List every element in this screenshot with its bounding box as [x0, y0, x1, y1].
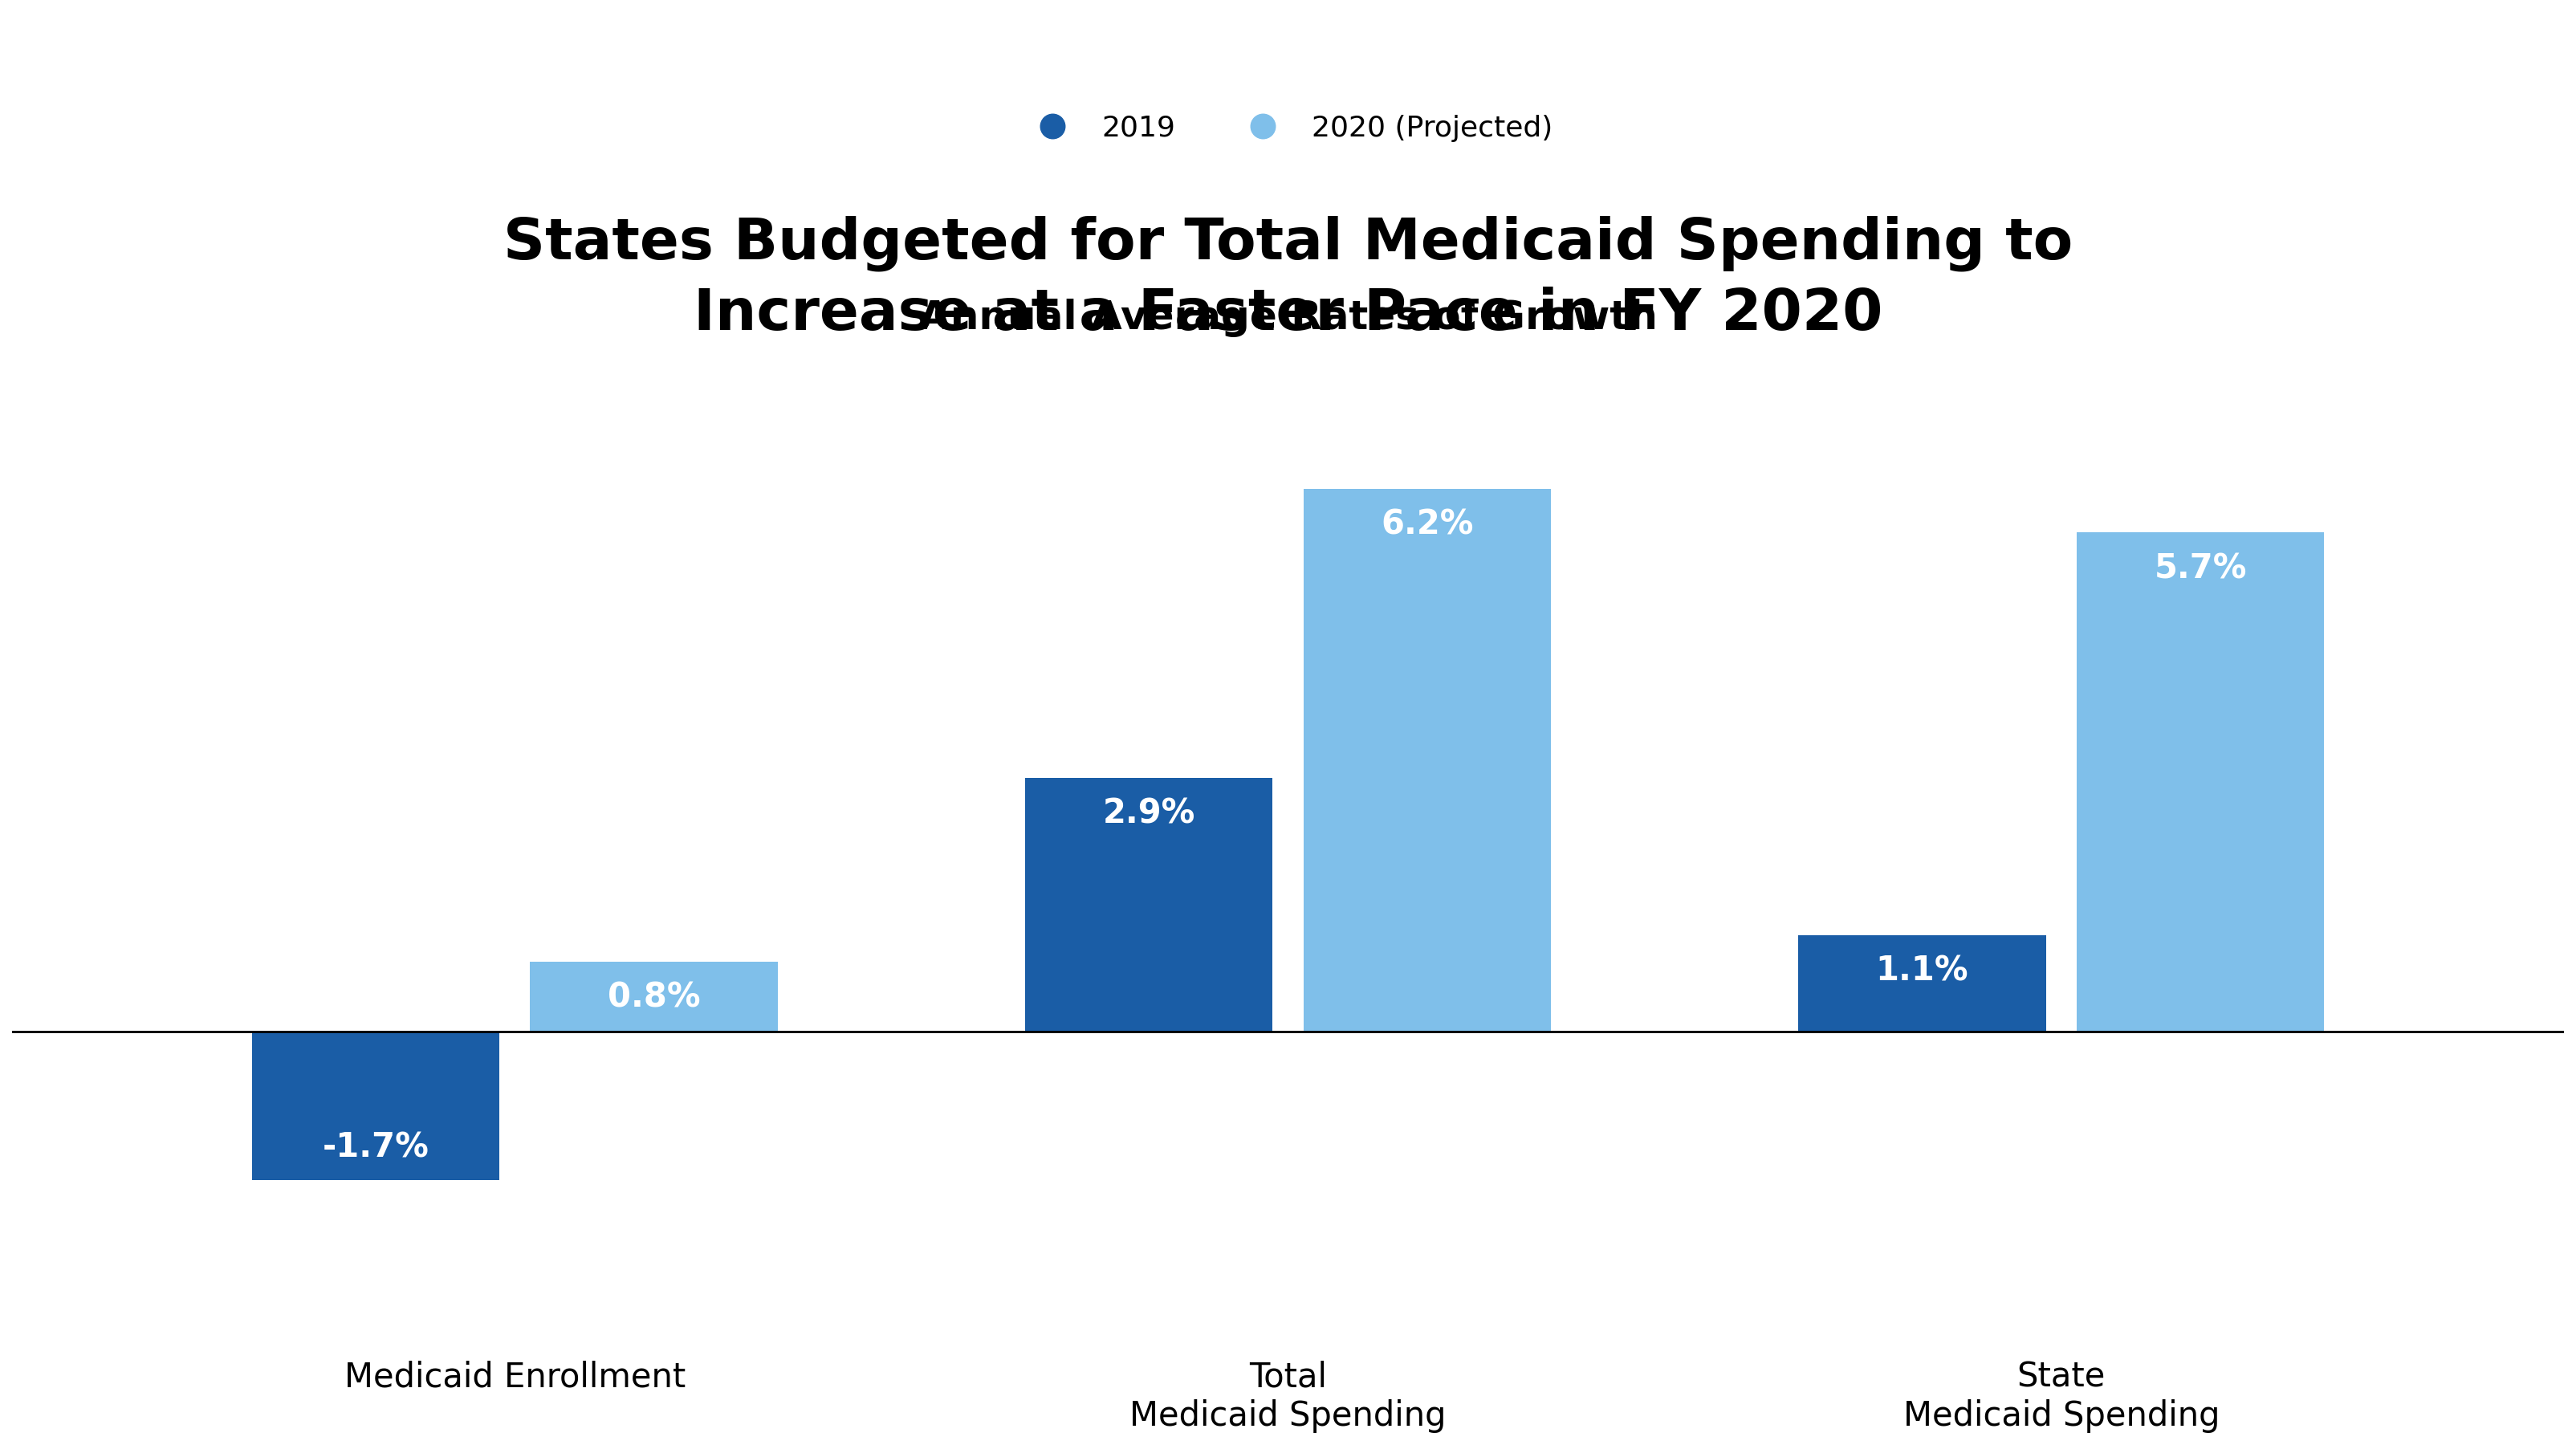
Text: 5.7%: 5.7%: [2154, 552, 2246, 585]
Bar: [1025, 777, 1273, 1032]
Text: -1.7%: -1.7%: [322, 1131, 428, 1165]
Bar: [252, 1032, 500, 1181]
Bar: [1798, 935, 2045, 1032]
Bar: [1303, 488, 1551, 1032]
Text: 2.9%: 2.9%: [1103, 796, 1195, 831]
Bar: [2076, 532, 2324, 1032]
Bar: [531, 961, 778, 1032]
Text: 0.8%: 0.8%: [608, 981, 701, 1014]
Title: States Budgeted for Total Medicaid Spending to
Increase at a Faster Pace in FY 2: States Budgeted for Total Medicaid Spend…: [502, 215, 2074, 342]
Text: 1.1%: 1.1%: [1875, 954, 1968, 988]
Text: 6.2%: 6.2%: [1381, 507, 1473, 542]
Legend: 2019, 2020 (Projected): 2019, 2020 (Projected): [1010, 100, 1566, 156]
Text: Annual Average Rates of Growth: Annual Average Rates of Growth: [920, 299, 1656, 337]
